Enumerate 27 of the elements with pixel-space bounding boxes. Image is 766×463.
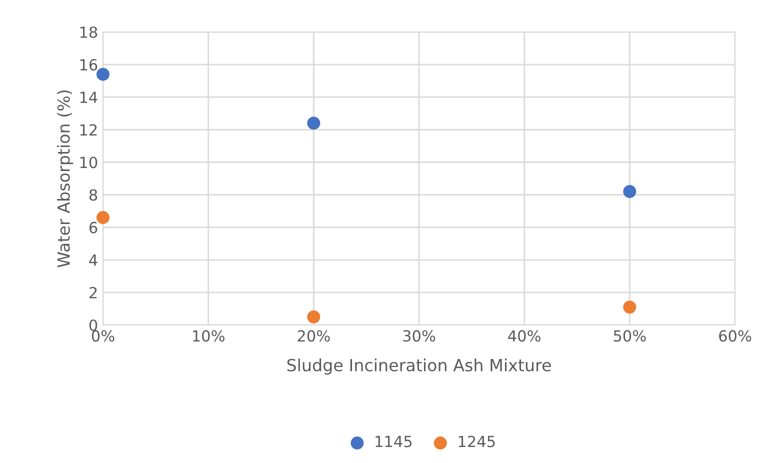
point (307, 116, 320, 130)
y-tick-label: 6 (89, 222, 98, 234)
y-tick-label: 4 (89, 254, 98, 266)
point (307, 310, 320, 324)
point (623, 185, 636, 198)
point (96, 211, 110, 224)
x-tick-label: 20% (298, 330, 330, 342)
y-tick-label: 16 (80, 59, 98, 71)
point (623, 300, 636, 314)
y-tick-label: 2 (90, 286, 97, 298)
y-tick-label: 0 (89, 319, 98, 332)
x-tick-label: 50% (614, 330, 646, 342)
y-tick-label: 18 (80, 26, 98, 38)
x-tick-label: 10% (193, 330, 224, 342)
x-tick-label: 60% (719, 330, 752, 342)
point (96, 68, 110, 81)
y-tick-label: 10 (80, 156, 98, 168)
x-axis-title: Sludge Incineration Ash Mixture (287, 358, 551, 375)
y-tick-label: 8 (89, 189, 98, 201)
x-tick-label: 30% (403, 330, 436, 342)
legend-label: 1145 (376, 436, 412, 448)
x-tick-label: 0% (92, 330, 114, 342)
x-tick-label: 40% (508, 330, 540, 342)
y-axis-title: Water Absorption (%) (57, 90, 74, 268)
legend-label: 1245 (458, 436, 495, 448)
y-tick-label: 14 (80, 92, 98, 103)
y-tick-label: 12 (80, 124, 97, 136)
